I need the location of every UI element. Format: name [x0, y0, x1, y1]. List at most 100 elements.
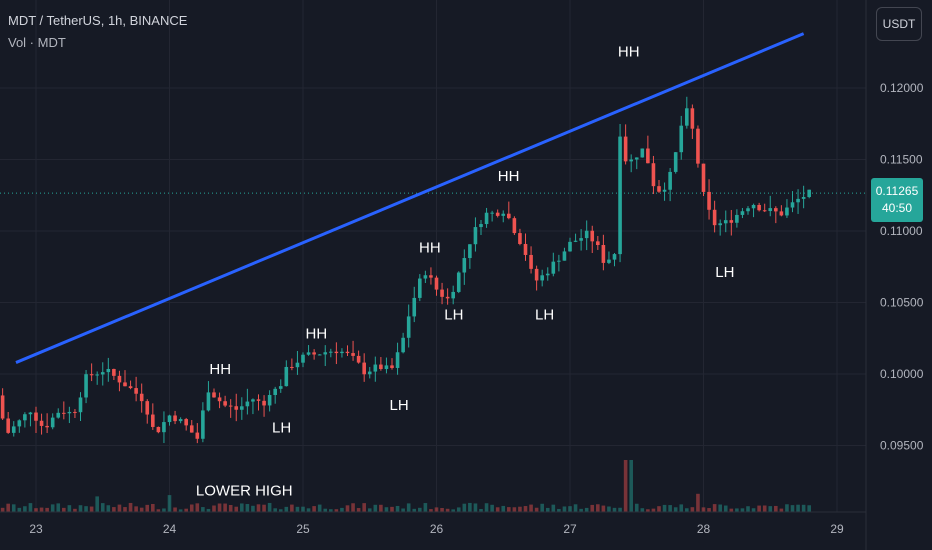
- candle-body: [490, 212, 494, 214]
- volume-bar: [212, 505, 216, 512]
- volume-bar: [312, 506, 316, 512]
- candle-body: [418, 278, 422, 298]
- candle-body: [312, 352, 316, 355]
- volume-bar: [790, 505, 795, 512]
- volume-bar: [11, 504, 16, 512]
- volume-bar: [45, 507, 49, 512]
- candle-body: [240, 406, 244, 410]
- volume-bar: [240, 503, 244, 512]
- candle-body: [451, 291, 455, 299]
- candle-body: [545, 273, 550, 276]
- volume-bar: [712, 504, 717, 512]
- symbol-title: MDT / TetherUS, 1h, BINANCE: [8, 13, 188, 28]
- candle-body: [128, 386, 133, 389]
- candle-body: [696, 128, 700, 164]
- annotation-label: HH: [209, 361, 231, 378]
- volume-bar: [584, 507, 589, 512]
- volume-bar: [757, 505, 761, 512]
- currency-button[interactable]: USDT: [876, 7, 922, 41]
- volume-bar: [73, 508, 77, 512]
- volume-bar: [62, 507, 66, 512]
- candle-body: [295, 362, 300, 368]
- candle-body: [189, 425, 194, 433]
- trendline[interactable]: [15, 32, 805, 364]
- volume-bar: [779, 508, 784, 512]
- volume-bar: [95, 496, 99, 512]
- candle-body: [568, 241, 572, 252]
- annotations: HH LH HH LH HH LH HH LH HH LH LOWER HIGH: [196, 44, 735, 500]
- volume-bar: [507, 507, 511, 512]
- candle-body: [345, 351, 350, 354]
- y-tick-label: 0.10500: [880, 296, 924, 310]
- candle-body: [774, 208, 778, 212]
- volume-bar: [56, 503, 61, 512]
- volume-bar: [390, 506, 394, 512]
- volume-bar: [340, 507, 344, 512]
- volume-bar: [768, 506, 773, 512]
- candle-body: [23, 414, 27, 421]
- volume-bar: [50, 504, 55, 512]
- candle-body: [362, 362, 366, 375]
- volume-bar: [651, 508, 656, 512]
- volume-bar: [740, 508, 745, 512]
- volume-bar: [662, 504, 667, 512]
- volume-bar: [28, 503, 33, 512]
- candle-body: [507, 213, 511, 219]
- candle-body: [723, 220, 728, 224]
- annotation-label: LH: [390, 397, 409, 414]
- volume-bar: [78, 505, 83, 512]
- candle-body: [162, 422, 166, 433]
- volume-bar: [362, 503, 366, 512]
- volume-bar: [690, 507, 695, 512]
- candle-body: [284, 366, 289, 387]
- candle-body: [206, 392, 211, 411]
- volume-bar: [228, 504, 233, 512]
- volume-bar: [201, 507, 205, 512]
- volume-bar: [673, 507, 678, 512]
- volume-bar: [156, 509, 161, 512]
- volume-bar: [384, 507, 389, 512]
- volume-bar: [145, 504, 150, 512]
- candle-body: [718, 223, 722, 226]
- x-tick-label: 25: [296, 522, 310, 536]
- candle-body: [306, 352, 311, 355]
- candle-body: [117, 375, 122, 383]
- candle-body: [184, 419, 188, 426]
- candle-body: [685, 108, 689, 126]
- volume-bar: [395, 505, 400, 512]
- volume-bar: [195, 503, 200, 512]
- volume-bar: [301, 506, 305, 512]
- annotation-label: HH: [498, 168, 520, 185]
- volume-bar: [256, 504, 261, 512]
- volume-bar: [623, 460, 628, 512]
- candle-body: [512, 218, 517, 234]
- volume-bar: [39, 507, 44, 512]
- last-price: 0.11265: [875, 184, 919, 198]
- volume-bar: [434, 507, 439, 512]
- volume-bar: [534, 507, 539, 512]
- x-tick-label: 29: [830, 522, 844, 536]
- volume-bar: [473, 503, 478, 512]
- volume-indicator-label: Vol · MDT: [8, 35, 66, 50]
- candle-body: [256, 399, 261, 401]
- candle-body: [134, 388, 138, 394]
- volume-bar: [162, 508, 166, 512]
- candle-body: [401, 337, 405, 353]
- candle-body: [562, 251, 567, 261]
- volume-bar: [139, 507, 144, 512]
- volume-bar: [679, 504, 684, 512]
- candle-body: [0, 395, 5, 419]
- volume-bar: [223, 503, 227, 512]
- volume-bar: [801, 504, 806, 512]
- volume-bar: [406, 503, 411, 512]
- candle-body: [523, 243, 528, 255]
- candle-body: [39, 420, 44, 426]
- candle-body: [501, 213, 506, 216]
- candle-body: [151, 414, 155, 427]
- volume-bar: [462, 503, 467, 512]
- candle-body: [468, 244, 472, 259]
- candle-body: [317, 354, 322, 356]
- volume-bar: [568, 506, 572, 512]
- volume-bar: [762, 505, 767, 512]
